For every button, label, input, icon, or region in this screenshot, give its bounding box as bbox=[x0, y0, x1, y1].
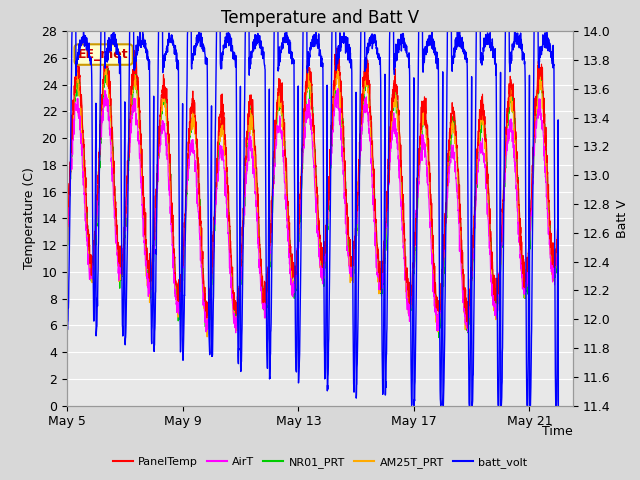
Legend: PanelTemp, AirT, NR01_PRT, AM25T_PRT, batt_volt: PanelTemp, AirT, NR01_PRT, AM25T_PRT, ba… bbox=[108, 452, 532, 472]
Y-axis label: Temperature (C): Temperature (C) bbox=[23, 168, 36, 269]
Y-axis label: Batt V: Batt V bbox=[616, 199, 629, 238]
Text: Time: Time bbox=[542, 425, 573, 438]
Title: Temperature and Batt V: Temperature and Batt V bbox=[221, 9, 419, 27]
Text: EE_met: EE_met bbox=[78, 48, 129, 61]
